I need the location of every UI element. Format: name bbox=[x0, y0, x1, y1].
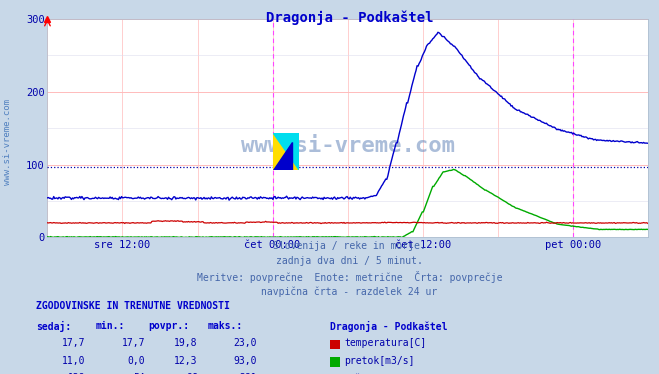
Text: ZGODOVINSKE IN TRENUTNE VREDNOSTI: ZGODOVINSKE IN TRENUTNE VREDNOSTI bbox=[36, 301, 230, 311]
Text: Dragonja - Podkaštel: Dragonja - Podkaštel bbox=[330, 321, 447, 331]
Text: zadnja dva dni / 5 minut.: zadnja dva dni / 5 minut. bbox=[276, 256, 422, 266]
Text: temperatura[C]: temperatura[C] bbox=[344, 338, 426, 348]
Text: www.si-vreme.com: www.si-vreme.com bbox=[241, 136, 455, 156]
Text: 96: 96 bbox=[186, 373, 198, 374]
Text: povpr.:: povpr.: bbox=[148, 321, 189, 331]
Text: Meritve: povprečne  Enote: metrične  Črta: povprečje: Meritve: povprečne Enote: metrične Črta:… bbox=[196, 271, 502, 283]
Text: pretok[m3/s]: pretok[m3/s] bbox=[344, 356, 415, 366]
Text: 54: 54 bbox=[133, 373, 145, 374]
Text: 129: 129 bbox=[68, 373, 86, 374]
Text: navpična črta - razdelek 24 ur: navpična črta - razdelek 24 ur bbox=[261, 286, 438, 297]
Polygon shape bbox=[273, 142, 293, 170]
Text: 19,8: 19,8 bbox=[174, 338, 198, 348]
Text: 17,7: 17,7 bbox=[121, 338, 145, 348]
Text: 93,0: 93,0 bbox=[233, 356, 257, 366]
Text: min.:: min.: bbox=[96, 321, 125, 331]
Text: www.si-vreme.com: www.si-vreme.com bbox=[3, 99, 13, 185]
Text: sedaj:: sedaj: bbox=[36, 321, 71, 331]
Text: maks.:: maks.: bbox=[208, 321, 243, 331]
Polygon shape bbox=[273, 133, 299, 170]
Text: 17,7: 17,7 bbox=[62, 338, 86, 348]
Polygon shape bbox=[273, 133, 299, 170]
Text: 12,3: 12,3 bbox=[174, 356, 198, 366]
Text: 23,0: 23,0 bbox=[233, 338, 257, 348]
Text: višina[cm]: višina[cm] bbox=[344, 373, 403, 374]
Text: Slovenija / reke in morje.: Slovenija / reke in morje. bbox=[273, 241, 426, 251]
Text: 11,0: 11,0 bbox=[62, 356, 86, 366]
Text: Dragonja - Podkaštel: Dragonja - Podkaštel bbox=[266, 10, 433, 25]
Text: 0,0: 0,0 bbox=[127, 356, 145, 366]
Text: 281: 281 bbox=[239, 373, 257, 374]
